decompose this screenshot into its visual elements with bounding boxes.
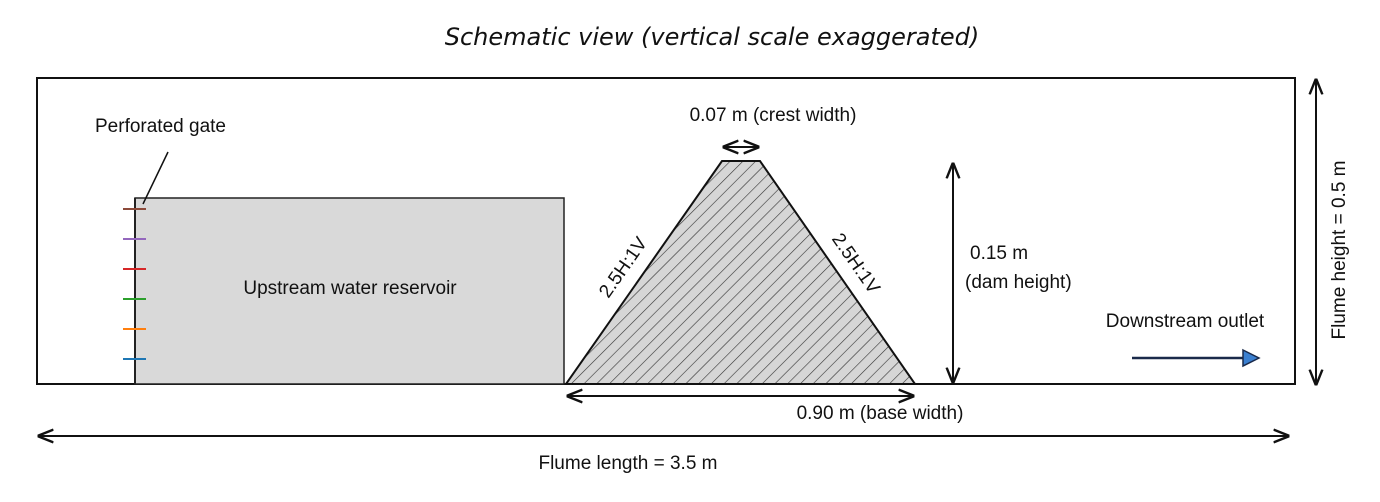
- dam-height-note: (dam height): [965, 272, 1072, 293]
- title: Schematic view (vertical scale exaggerat…: [445, 23, 980, 51]
- gate-holes: [123, 208, 146, 360]
- base-label: 0.90 m (base width): [797, 403, 964, 424]
- outlet-label: Downstream outlet: [1106, 311, 1265, 332]
- gate-leader: [142, 151, 169, 205]
- flume-height-label: Flume height = 0.5 m: [1329, 160, 1350, 339]
- outlet-arrowhead: [1242, 348, 1261, 368]
- crest-label: 0.07 m (crest width): [690, 105, 857, 126]
- reservoir-label: Upstream water reservoir: [243, 278, 457, 299]
- reservoir: [134, 197, 565, 385]
- dam: [564, 160, 917, 385]
- gate-label: Perforated gate: [95, 116, 226, 137]
- length-label: Flume length = 3.5 m: [538, 453, 717, 474]
- dam-height-value: 0.15 m: [970, 243, 1028, 264]
